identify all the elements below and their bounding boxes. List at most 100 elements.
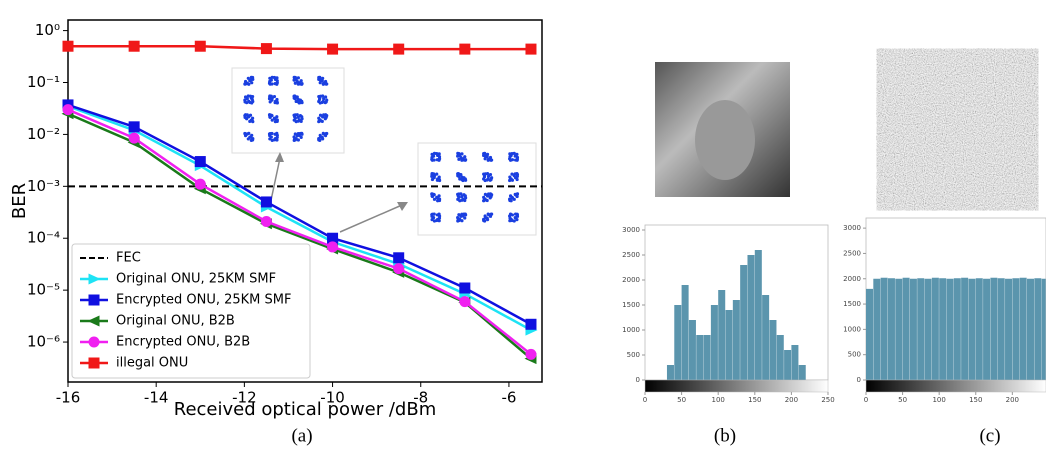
inset-dot: [464, 158, 468, 162]
series-line: [67, 108, 532, 356]
y-axis-label: BER: [9, 183, 30, 219]
inset-dot: [457, 213, 461, 217]
series-line: [67, 103, 532, 326]
inset-dot: [293, 116, 297, 120]
x-tick-label: 250: [821, 396, 834, 404]
inset-dot: [324, 115, 328, 120]
histogram-bar: [917, 278, 925, 380]
marker: [393, 43, 405, 55]
inset-dot: [457, 218, 461, 223]
inset-dot: [245, 113, 249, 117]
histogram-bar: [873, 278, 881, 380]
histogram-bar: [887, 278, 895, 380]
inset-dot: [324, 131, 328, 136]
inset-dot: [482, 151, 486, 156]
inset-dot: [460, 152, 464, 156]
caption: (a): [291, 425, 312, 446]
inset-dot: [482, 218, 486, 223]
histogram-bar: [732, 300, 740, 380]
inset-dot: [248, 94, 253, 98]
inset-dot: [515, 212, 519, 216]
legend-label: Original ONU, 25KM SMF: [116, 272, 276, 287]
inset-dot: [324, 82, 328, 86]
inset-dot: [432, 197, 437, 201]
inset-dot: [296, 131, 300, 136]
inset-dot: [318, 81, 322, 85]
histogram-bar: [776, 335, 784, 380]
x-tick-label: 0: [643, 396, 647, 404]
inset-dot: [267, 113, 272, 117]
inset-dot: [300, 117, 304, 121]
histogram-bar: [688, 320, 696, 380]
x-tick-label: 100: [932, 396, 945, 404]
inset-dot: [245, 97, 249, 101]
inset-dot: [515, 194, 519, 199]
marker: [128, 40, 140, 52]
legend-marker: [88, 357, 100, 369]
histogram-bar: [791, 345, 799, 380]
inset-dot: [482, 198, 487, 202]
inset-dot: [515, 174, 519, 178]
y-tick-label: 10⁰: [35, 21, 60, 39]
inset-dot: [292, 135, 296, 139]
inset-dot: [318, 135, 323, 139]
legend-marker: [87, 315, 100, 327]
inset-dot: [292, 78, 296, 82]
colorbar: [644, 379, 829, 393]
x-tick-label: 50: [898, 396, 907, 404]
inset-dot: [510, 158, 515, 162]
inset-dot: [268, 131, 272, 136]
marker: [260, 216, 272, 228]
inset-dot: [463, 198, 467, 203]
marker: [393, 252, 405, 264]
inset-dot: [457, 174, 461, 178]
inset-dot: [250, 81, 254, 85]
inset-dot: [299, 79, 303, 83]
inset-dot: [243, 115, 247, 120]
y-tick-label: 10⁻²: [27, 125, 60, 143]
x-tick-label: -6: [501, 389, 516, 407]
inset-dot: [456, 154, 460, 158]
inset-dot: [437, 155, 442, 159]
inset-dot: [508, 178, 512, 182]
inset-dot: [513, 154, 517, 158]
y-tick-label: 0: [636, 376, 640, 384]
inset-dot: [296, 100, 300, 104]
inset-dot: [508, 216, 512, 220]
inset-dot: [430, 174, 434, 178]
inset-dot: [457, 157, 461, 161]
y-tick-label: 3000: [622, 226, 640, 234]
histogram-bar: [798, 365, 806, 380]
inset-dot: [483, 216, 488, 220]
histogram-bar: [990, 277, 998, 380]
y-tick-label: 1000: [622, 326, 640, 334]
marker: [459, 296, 471, 308]
histogram-bar: [1026, 278, 1034, 380]
inset-dot: [322, 132, 326, 136]
marker: [62, 40, 74, 52]
inset-dot: [515, 192, 519, 196]
inset-dot: [300, 82, 304, 86]
marker: [128, 132, 140, 144]
x-axis-label: Received optical power /dBm: [174, 399, 437, 420]
inset-dot: [510, 213, 515, 217]
marker: [128, 121, 140, 133]
histogram-bar: [866, 288, 874, 380]
y-tick-label: 10⁻⁴: [27, 229, 60, 247]
series-line: [67, 104, 532, 332]
arrow: [339, 204, 403, 233]
inset-dot: [270, 118, 274, 122]
inset-dot: [510, 218, 514, 223]
inset-dot: [437, 152, 441, 156]
inset-dot: [317, 119, 322, 123]
marker: [194, 178, 206, 190]
inset-dot: [510, 151, 514, 156]
legend-marker: [88, 336, 100, 348]
inset-dot: [489, 212, 493, 216]
histogram-bar: [1019, 277, 1027, 380]
inset-dot: [463, 178, 467, 182]
histogram-bar: [740, 265, 748, 380]
inset-dot: [430, 194, 435, 199]
inset-dot: [456, 216, 460, 220]
inset-dot: [508, 175, 512, 179]
